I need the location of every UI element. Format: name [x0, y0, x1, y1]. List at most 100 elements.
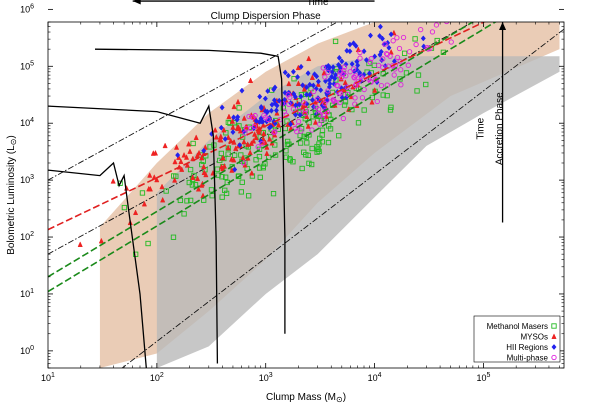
data-point [308, 85, 314, 92]
data-point [325, 69, 331, 76]
data-point [295, 80, 302, 86]
data-point [258, 118, 264, 125]
data-point [338, 74, 345, 80]
data-point [314, 149, 320, 155]
data-point [448, 39, 454, 45]
data-point [380, 92, 386, 98]
data-point [268, 107, 274, 114]
data-point [190, 174, 196, 180]
x-tick-label: 101 [41, 372, 55, 383]
data-point [217, 157, 223, 164]
data-point [247, 77, 254, 83]
data-point [344, 47, 350, 54]
data-point [195, 185, 202, 192]
data-point [305, 123, 311, 129]
data-point [309, 145, 315, 152]
data-point [291, 76, 297, 82]
data-point [297, 140, 304, 146]
data-point [382, 41, 388, 47]
data-point [271, 129, 277, 136]
data-point [369, 98, 375, 105]
data-point [418, 26, 424, 33]
data-point [383, 51, 390, 57]
data-point [415, 72, 422, 78]
data-point [347, 41, 353, 48]
data-point [297, 112, 303, 118]
data-point [322, 74, 328, 80]
data-point [218, 150, 224, 157]
legend-label: Multi-phase [507, 354, 549, 363]
data-point [219, 194, 225, 200]
data-point [110, 177, 116, 184]
data-point [341, 102, 348, 108]
evolution-track-2 [48, 103, 219, 364]
data-point [240, 160, 247, 166]
data-point [258, 105, 264, 112]
data-point [283, 154, 289, 160]
evolution-track-1 [94, 48, 286, 334]
data-point [316, 106, 322, 112]
data-point [257, 174, 263, 180]
data-point [319, 102, 325, 109]
x-tick-label: 105 [476, 372, 490, 383]
data-point [403, 70, 410, 76]
data-point [375, 62, 382, 69]
data-point [357, 55, 363, 61]
data-point [347, 69, 353, 75]
data-point [394, 35, 400, 41]
data-point [160, 196, 166, 203]
data-point [309, 161, 315, 168]
y-axis-label: Bolometric Luminosity (L⊙) [6, 135, 18, 255]
data-point [342, 79, 348, 85]
data-point [332, 38, 339, 45]
data-point [226, 113, 232, 120]
data-point [272, 84, 278, 91]
legend-box [473, 315, 561, 363]
data-point [240, 154, 246, 161]
data-point [340, 115, 347, 122]
fit-line-3 [48, 22, 497, 293]
data-point [450, 2, 454, 6]
data-point [253, 134, 259, 141]
data-point [225, 151, 231, 157]
data-point [190, 140, 196, 147]
data-point [175, 152, 181, 159]
data-point [139, 190, 146, 196]
annotation-3: Time [475, 117, 486, 139]
x-tick-label: 102 [150, 372, 164, 383]
data-point [304, 91, 310, 98]
data-point [219, 104, 225, 111]
data-point [354, 58, 360, 65]
data-point [287, 157, 293, 163]
data-point [343, 61, 349, 68]
data-point [261, 130, 267, 137]
data-point [292, 93, 298, 100]
data-point [423, 81, 429, 88]
data-point [380, 56, 386, 62]
data-point [234, 116, 240, 123]
data-point [341, 64, 348, 70]
data-point [77, 241, 83, 247]
data-point [296, 101, 302, 108]
data-point [429, 29, 436, 35]
data-point [267, 116, 273, 123]
data-point [163, 188, 169, 194]
data-point [320, 116, 326, 122]
data-point [351, 40, 357, 47]
data-point [352, 95, 358, 101]
data-point [235, 98, 241, 105]
data-point [274, 109, 280, 116]
data-point [398, 82, 404, 88]
data-point [337, 99, 343, 106]
data-point [312, 119, 319, 125]
data-point [295, 74, 301, 80]
data-point [286, 80, 292, 87]
data-point [387, 107, 394, 113]
data-point [413, 41, 419, 48]
data-point [265, 88, 271, 95]
data-point [220, 154, 226, 161]
data-point [222, 187, 228, 193]
legend-marker [551, 333, 557, 339]
data-point [298, 126, 305, 132]
data-point [181, 211, 187, 217]
